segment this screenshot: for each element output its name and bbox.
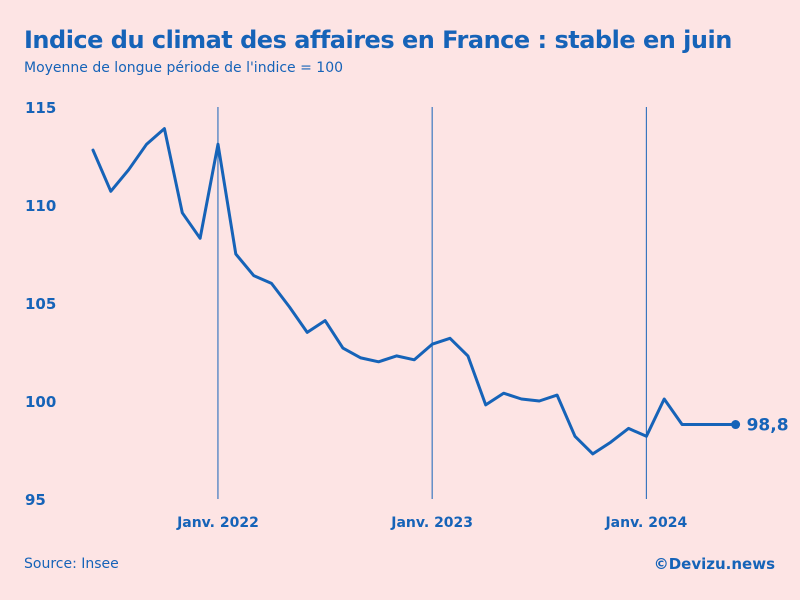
- last-point-marker: [731, 420, 741, 430]
- y-tick-label: 110: [25, 197, 56, 215]
- y-tick-label: 95: [25, 491, 46, 509]
- series-line: [91, 127, 738, 456]
- chart-title: Indice du climat des affaires en France …: [24, 26, 732, 54]
- last-value-label: 98,8: [747, 416, 789, 436]
- x-tick-label: Janv. 2022: [176, 515, 259, 531]
- x-tick-label: Janv. 2024: [604, 515, 687, 531]
- y-tick-label: 100: [25, 393, 56, 411]
- chart-subtitle: Moyenne de longue période de l'indice = …: [24, 60, 344, 76]
- y-tick-label: 115: [25, 99, 56, 117]
- brand-label: ©Devizu.news: [653, 555, 775, 573]
- source-note: Source: Insee: [24, 556, 119, 572]
- x-tick-label: Janv. 2023: [390, 515, 473, 531]
- y-tick-label: 105: [25, 295, 56, 313]
